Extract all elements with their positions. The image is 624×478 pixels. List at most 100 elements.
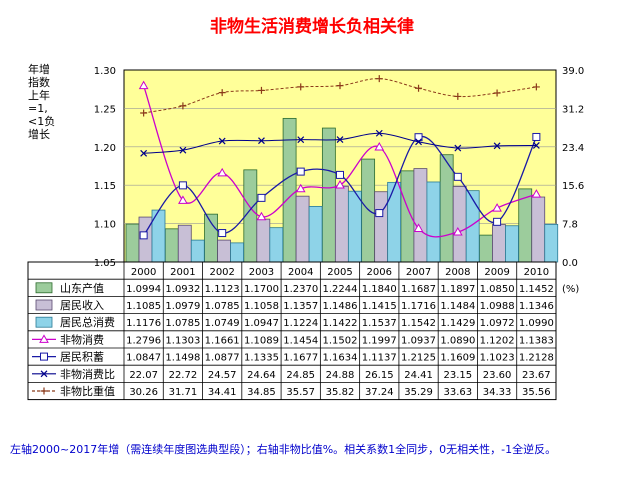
point-x [140,149,148,157]
data-label: 1.2796 [126,335,161,346]
data-label: 23.60 [483,370,512,381]
legend-label: 居民总消费 [60,315,115,329]
data-label: 1.2125 [401,353,436,364]
legend-label: 居民积蓄 [60,351,104,364]
point-x [532,142,540,149]
bar-2 [374,191,389,263]
point-x [297,136,305,144]
data-label: 1.0990 [519,318,554,329]
data-label: 1.0972 [480,318,515,329]
data-label: 1.1484 [440,301,475,312]
left-tick-label: 1.05 [94,258,116,269]
left-tick-label: 1.30 [94,66,116,77]
data-label: 1.0890 [440,335,475,346]
bar-2 [413,168,428,263]
data-label: 1.1085 [126,301,161,312]
data-label: 26.15 [365,370,394,381]
data-label: 1.1335 [244,353,279,364]
point-plus [493,89,501,97]
point-square [532,132,541,141]
point-x [493,142,501,150]
data-label: 1.0877 [205,353,240,364]
point-triangle [39,334,49,343]
point-x [40,370,48,378]
data-label: 35.56 [522,387,551,398]
point-square [336,170,344,179]
data-label: 1.2370 [283,284,318,295]
data-label: 24.88 [326,370,355,381]
series-line-2 [143,135,537,236]
point-x [454,144,462,152]
chart-footnote: 左轴2000~2017年增（需连续年度图选典型段）；右轴非物比值%。相关系数1全… [10,443,557,456]
point-square [218,229,227,238]
bar-1 [321,127,336,263]
bar-3 [505,225,519,263]
point-square [40,352,48,361]
ylabel-line: 上年 [28,89,50,102]
point-plus [532,83,540,91]
point-x [375,129,383,137]
chart-title: 非物生活消费增长负相关律 [210,17,414,37]
point-triangle [217,167,228,177]
category-label: 2007 [406,267,431,278]
category-label: 2001 [170,267,195,278]
ylabel-line: <1负 [28,115,56,128]
data-label: 1.1176 [126,318,161,329]
point-square [139,231,148,240]
data-label: 1.1454 [283,335,318,346]
bar-2 [531,196,546,263]
data-label: 1.1383 [519,335,554,346]
point-triangle [492,203,502,212]
right-axis-unit: (%) [562,284,579,295]
data-label: 1.1137 [362,353,397,364]
left-axis-label: 年增 指数 上年 =1, <1负 增长 [28,63,55,141]
data-label: 1.1303 [165,335,200,346]
ylabel-line: 增长 [28,128,50,141]
point-plus [415,84,423,92]
data-label: 1.1677 [283,353,318,364]
category-label: 2005 [327,267,352,278]
data-label: 1.1609 [440,353,475,364]
point-square [453,172,462,181]
data-label: 1.1502 [323,335,358,346]
data-label: 1.1202 [480,335,515,346]
data-label: 1.1429 [440,318,475,329]
data-label: 1.1357 [283,301,318,312]
data-label: 24.57 [208,370,237,381]
category-label: 2000 [131,267,156,278]
point-x [336,136,344,143]
data-label: 1.0785 [165,318,200,329]
point-plus [257,86,265,94]
bar-1 [164,228,179,263]
data-label: 1.1415 [362,301,397,312]
bar-2 [295,195,310,263]
left-tick-label: 1.10 [94,220,116,231]
category-label: 2009 [484,267,509,278]
point-plus [179,102,187,110]
data-label: 1.1840 [362,284,397,295]
data-label: 1.1422 [323,318,358,329]
point-triangle [295,183,306,193]
point-x [218,137,226,145]
data-label: 23.15 [443,370,472,381]
legend-label: 非物比重值 [60,384,115,398]
data-label: 1.0947 [244,318,279,329]
bar-1 [204,213,218,263]
legend-key-bar [35,282,53,294]
bar-3 [387,181,402,263]
point-plus [454,92,462,100]
data-label: 1.1687 [401,284,436,295]
data-label: 1.1023 [480,353,515,364]
data-label: 1.1498 [165,353,200,364]
point-square [296,167,305,176]
bar-2 [138,216,153,263]
data-label: 1.0850 [480,284,515,295]
legend-label: 非物消费 [60,332,104,346]
data-label: 23.67 [522,370,551,381]
bar-1 [439,154,454,263]
data-label: 1.2128 [519,353,554,364]
data-label: 1.0847 [126,353,161,364]
data-label: 1.1997 [362,335,397,346]
